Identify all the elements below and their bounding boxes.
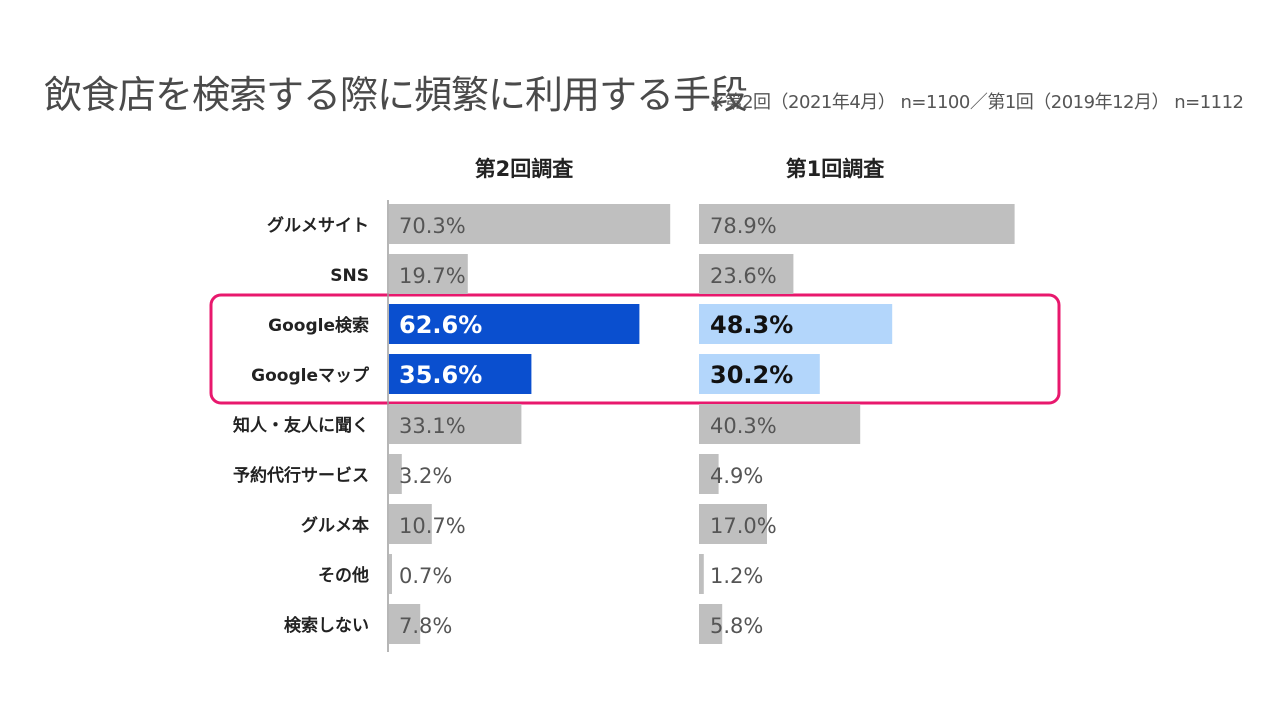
series-header: 第2回調査	[475, 157, 574, 181]
data-label: 1.2%	[710, 564, 763, 588]
category-label: 予約代行サービス	[233, 465, 369, 486]
data-label: 48.3%	[710, 311, 793, 339]
data-label: 78.9%	[710, 214, 777, 238]
category-label: 検索しない	[284, 615, 369, 636]
data-label: 40.3%	[710, 414, 777, 438]
bar[interactable]	[389, 354, 532, 394]
category-label: グルメサイト	[267, 215, 369, 236]
data-label: 3.2%	[399, 464, 452, 488]
category-label: Googleマップ	[251, 365, 370, 386]
category-label: その他	[318, 565, 369, 586]
data-label: 23.6%	[710, 264, 777, 288]
category-label: SNS	[330, 266, 369, 286]
data-label: 5.8%	[710, 614, 763, 638]
data-label: 70.3%	[399, 214, 466, 238]
bar[interactable]	[389, 554, 392, 594]
category-label: グルメ本	[301, 515, 369, 536]
bar[interactable]	[699, 404, 861, 444]
data-label: 62.6%	[399, 311, 482, 339]
data-label: 10.7%	[399, 514, 466, 538]
series-header: 第1回調査	[786, 157, 885, 181]
bar[interactable]	[699, 454, 719, 494]
bar[interactable]	[699, 604, 723, 644]
bar[interactable]	[699, 254, 794, 294]
bar[interactable]	[389, 204, 671, 244]
bar[interactable]	[699, 304, 893, 344]
data-label: 33.1%	[399, 414, 466, 438]
data-label: 17.0%	[710, 514, 777, 538]
sample-note: ※第2回（2021年4月） n=1100／第1回（2019年12月） n=111…	[710, 92, 1244, 113]
bar[interactable]	[389, 304, 640, 344]
data-label: 7.8%	[399, 614, 452, 638]
data-label: 35.6%	[399, 361, 482, 389]
bar[interactable]	[699, 204, 1015, 244]
bar[interactable]	[389, 454, 402, 494]
data-label: 0.7%	[399, 564, 452, 588]
bar[interactable]	[389, 254, 468, 294]
bar[interactable]	[699, 504, 767, 544]
bar[interactable]	[389, 604, 421, 644]
bar[interactable]	[699, 554, 704, 594]
category-label: Google検索	[268, 315, 369, 336]
chart-title: 飲食店を検索する際に頻繁に利用する手段	[44, 73, 748, 117]
bar[interactable]	[699, 354, 820, 394]
data-label: 4.9%	[710, 464, 763, 488]
bar[interactable]	[389, 404, 522, 444]
bar[interactable]	[389, 504, 432, 544]
category-label: 知人・友人に聞く	[232, 415, 369, 436]
data-label: 30.2%	[710, 361, 793, 389]
highlight-frame	[209, 293, 1061, 405]
data-label: 19.7%	[399, 264, 466, 288]
